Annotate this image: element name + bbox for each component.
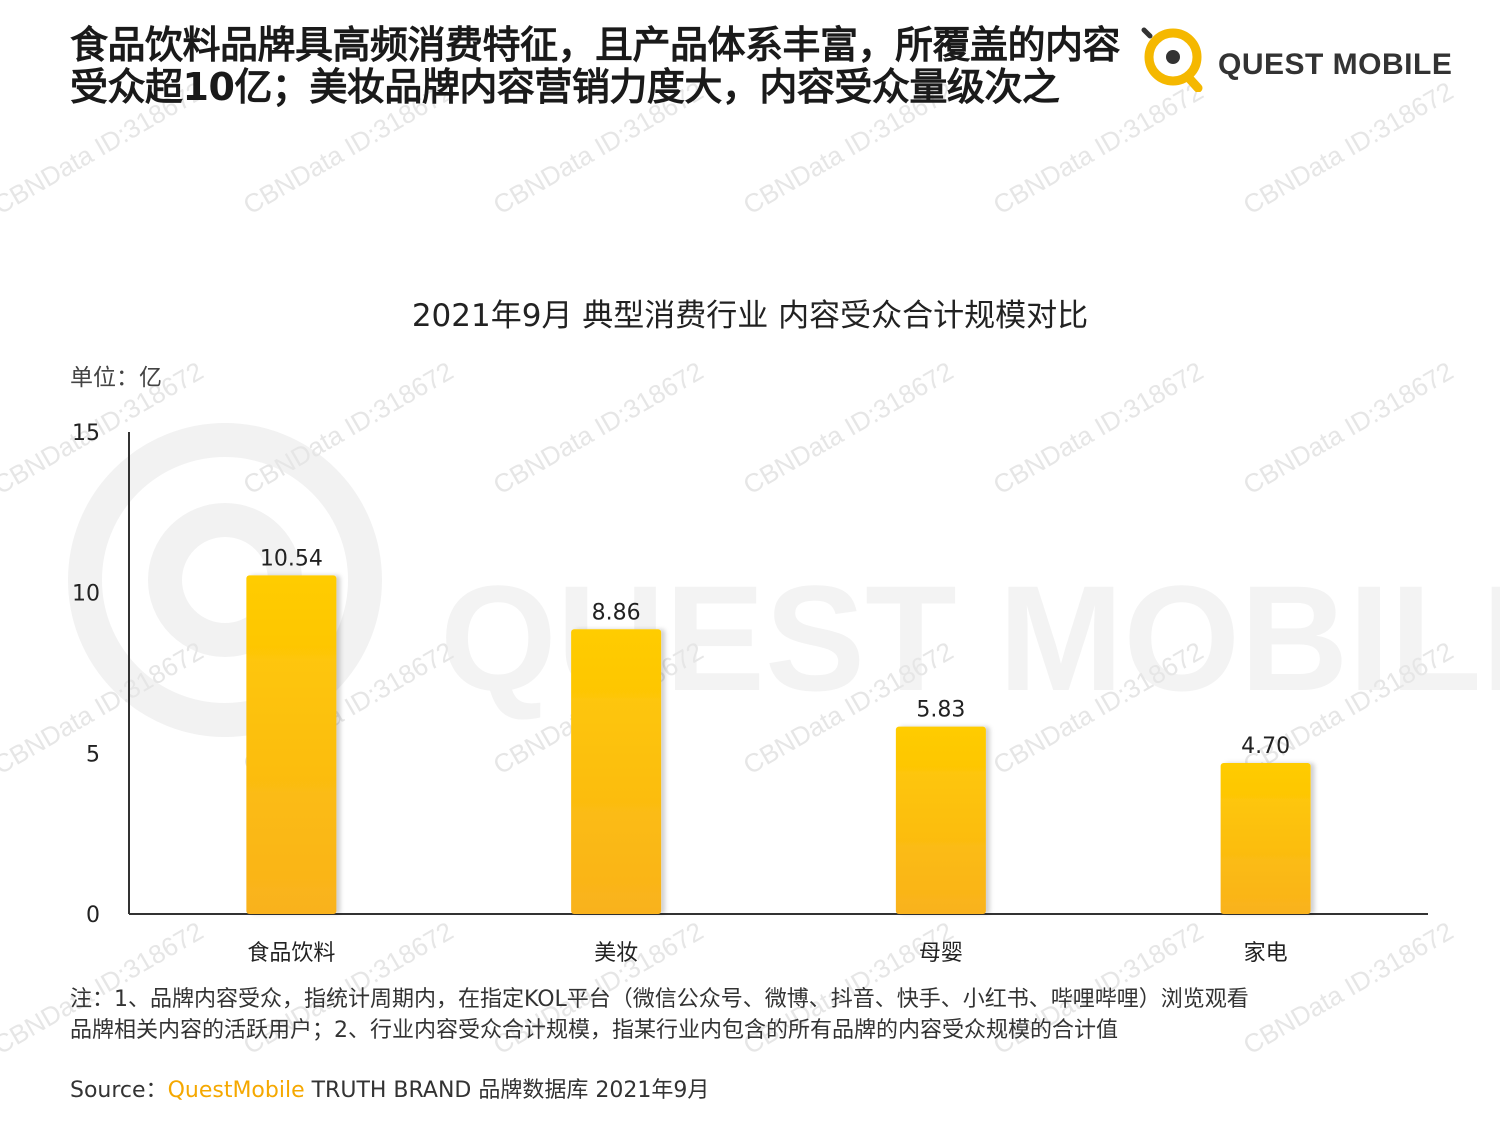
unit-label: 单位：亿 xyxy=(70,365,162,391)
x-category-label: 家电 xyxy=(1244,941,1288,966)
headline-line-1: 食品饮料品牌具高频消费特征，且产品体系丰富，所覆盖的内容 xyxy=(70,23,1121,67)
y-tick-label: 15 xyxy=(72,421,100,446)
bar-value-label: 10.54 xyxy=(260,546,323,571)
page-headline: 食品饮料品牌具高频消费特征，且产品体系丰富，所覆盖的内容 受众超10亿；美妆品牌… xyxy=(70,24,1140,108)
bar-2 xyxy=(571,629,662,914)
y-tick-label: 5 xyxy=(86,742,100,767)
source-prefix: Source： xyxy=(70,1078,168,1103)
bars-group: 10.54 食品饮料 8.86 美妆 5.83 母婴 4.70 家电 xyxy=(246,546,1311,966)
source-suffix: TRUTH BRAND 品牌数据库 2021年9月 xyxy=(304,1078,710,1103)
x-category-label: 母婴 xyxy=(919,941,963,966)
logo-text: QUEST MOBILE xyxy=(1218,48,1453,81)
chart-title: 2021年9月 典型消费行业 内容受众合计规模对比 xyxy=(411,298,1089,334)
footnote: 注：1、品牌内容受众，指统计周期内，在指定KOL平台（微信公众号、微博、抖音、快… xyxy=(70,984,1450,1046)
x-category-label: 美妆 xyxy=(594,941,638,966)
headline-line-2: 受众超10亿；美妆品牌内容营销力度大，内容受众量级次之 xyxy=(70,65,1060,109)
bar-3 xyxy=(895,726,986,914)
x-category-label: 食品饮料 xyxy=(247,941,335,966)
bar-value-label: 8.86 xyxy=(592,600,641,625)
y-tick-label: 0 xyxy=(86,903,100,928)
y-tick-label: 10 xyxy=(72,582,100,607)
footnote-line-1: 注：1、品牌内容受众，指统计周期内，在指定KOL平台（微信公众号、微博、抖音、快… xyxy=(70,987,1249,1012)
bar-1 xyxy=(246,575,337,914)
source-line: Source：QuestMobile TRUTH BRAND 品牌数据库 202… xyxy=(70,1072,709,1104)
questmobile-logo-icon xyxy=(1141,27,1203,92)
footnote-line-2: 品牌相关内容的活跃用户；2、行业内容受众合计规模，指某行业内包含的所有品牌的内容… xyxy=(70,1018,1119,1043)
bar-value-label: 4.70 xyxy=(1241,734,1290,759)
bar-value-label: 5.83 xyxy=(916,698,965,723)
y-axis-ticks: 0 5 10 15 xyxy=(72,421,100,928)
source-brand: QuestMobile xyxy=(167,1078,305,1103)
bar-4 xyxy=(1220,762,1311,914)
